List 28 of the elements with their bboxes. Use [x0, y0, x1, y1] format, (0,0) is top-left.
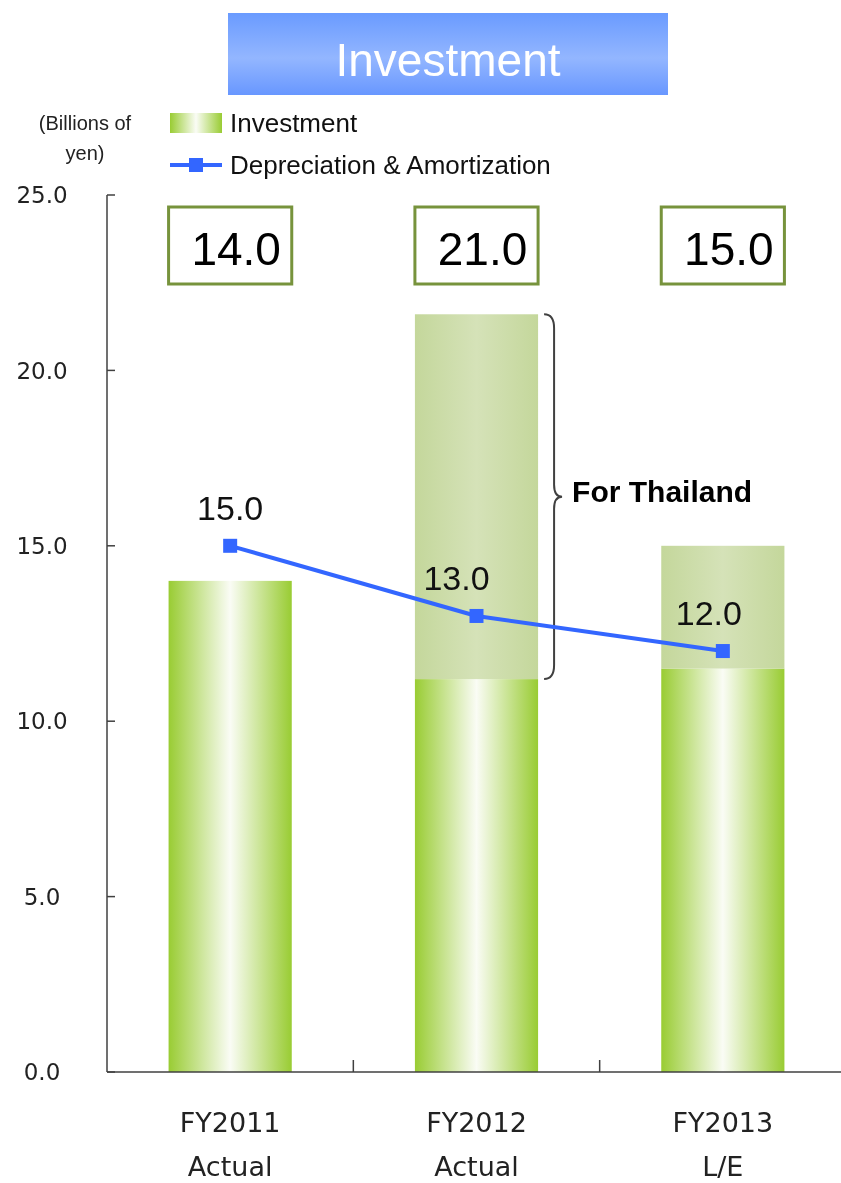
y-tick-label: 15.0 [16, 533, 68, 560]
data-label: 13.0 [423, 558, 490, 597]
y-tick-label: 10.0 [16, 708, 68, 735]
point [223, 538, 238, 553]
data-label: 12.0 [675, 594, 742, 633]
y-tick-label: 25.0 [16, 182, 68, 209]
annotation: 15.0 [684, 223, 774, 275]
annotation: 21.0 [437, 223, 528, 275]
chart-title: Investment [335, 34, 561, 86]
data-label: 15.0 [197, 488, 264, 527]
point [469, 608, 484, 623]
bar [414, 679, 539, 1072]
x-tick-label: FY2012 Actual [426, 1107, 527, 1182]
annotation: 14.0 [191, 223, 281, 275]
point [715, 644, 730, 659]
x-tick-label: FY2013 L/E [672, 1107, 774, 1182]
y-axis-title: (Billions of yen) [38, 112, 132, 164]
bar [661, 545, 785, 669]
annotation: For Thailand [572, 474, 753, 508]
bar [414, 314, 539, 680]
bar [168, 580, 292, 1072]
x-tick-label: FY2011 Actual [179, 1107, 281, 1182]
legend-label: Depreciation & Amortization [230, 150, 551, 181]
y-tick-label: 20.0 [16, 357, 68, 384]
legend-label: Investment [230, 108, 358, 139]
y-tick-label: 0.0 [23, 1059, 61, 1086]
y-tick-label: 5.0 [23, 883, 61, 910]
bar [661, 668, 785, 1072]
